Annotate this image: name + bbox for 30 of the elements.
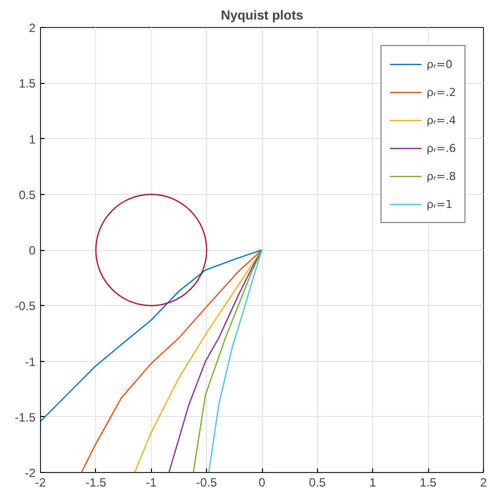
x-tick-label: -1.5 (86, 476, 107, 489)
y-tick-label: -0.5 (14, 299, 36, 314)
legend-label: ρᵣ=1 (426, 198, 452, 210)
legend-label: ρᵣ=.8 (426, 170, 456, 182)
y-tick-label: -1 (24, 354, 36, 369)
line-series (192, 249, 263, 472)
line-series (208, 249, 263, 472)
y-tick-label: 1 (28, 132, 36, 146)
line-series (80, 249, 263, 472)
y-tick-label: 0.5 (18, 188, 36, 202)
y-tick-label: -1.5 (14, 410, 36, 424)
x-tick-label: 0.5 (309, 476, 326, 489)
line-series (168, 249, 263, 472)
legend-label: ρᵣ=0 (426, 58, 452, 70)
x-tick-label: 2 (480, 476, 488, 489)
legend-label: ρᵣ=.6 (426, 142, 456, 154)
x-tick-label: 1 (369, 476, 376, 489)
line-series (134, 249, 263, 472)
y-tick-label: 0 (28, 244, 36, 258)
y-tick-label: -2 (24, 466, 36, 480)
x-tick-label: -0.5 (196, 476, 218, 489)
y-tick-label: 2 (28, 21, 36, 35)
legend-label: ρᵣ=.2 (426, 86, 456, 98)
x-tick-label: 0 (258, 476, 266, 489)
x-tick-label: -1 (146, 476, 157, 489)
chart-title: Nyquist plots (220, 8, 304, 22)
line-series (40, 249, 263, 422)
x-tick-label: 1.5 (420, 476, 437, 489)
legend-label: ρᵣ=.4 (426, 114, 456, 126)
y-tick-label: 1.5 (18, 76, 36, 91)
